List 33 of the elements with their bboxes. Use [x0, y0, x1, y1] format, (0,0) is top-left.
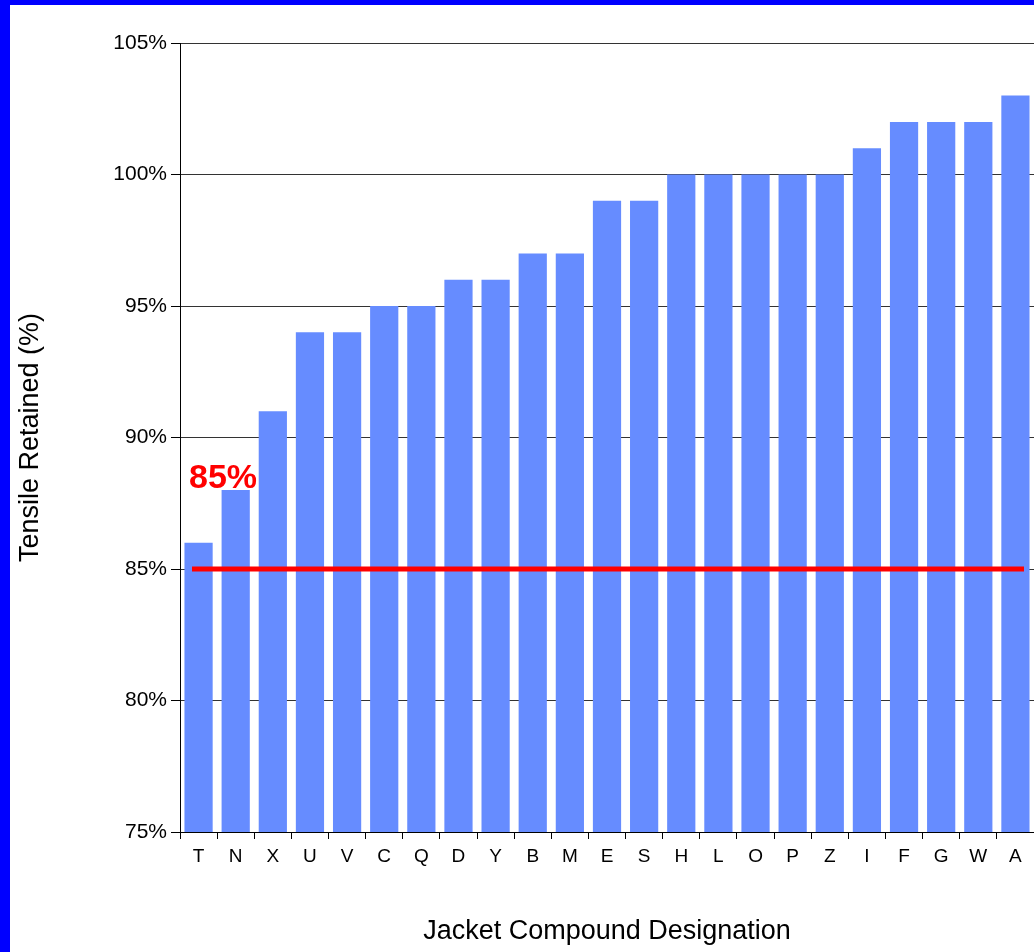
y-tick-label: 95%	[124, 292, 167, 316]
x-tick-label: C	[377, 844, 392, 866]
x-tick-label: H	[674, 844, 689, 866]
x-tick-label: E	[600, 844, 614, 866]
x-tick-label: A	[1009, 844, 1023, 866]
y-tick-label: 100%	[113, 161, 167, 185]
x-tick-label: P	[786, 844, 799, 866]
y-tick-label: 90%	[124, 424, 167, 448]
x-tick-label: Y	[489, 844, 503, 866]
x-tick-label: U	[303, 844, 317, 866]
x-tick-label: F	[898, 844, 910, 866]
x-tick-label: L	[713, 844, 724, 866]
x-tick-label: S	[637, 844, 651, 866]
x-tick-label: X	[266, 844, 280, 866]
x-tick-label: O	[748, 844, 763, 866]
y-tick-label: 75%	[124, 818, 167, 842]
x-tick-label: D	[451, 844, 466, 866]
x-tick-label: T	[192, 844, 205, 866]
ref-line-label: 85%	[189, 457, 258, 495]
x-axis-title: Jacket Compound Designation	[423, 915, 791, 946]
y-tick-label: 105%	[113, 29, 167, 53]
y-tick-label: 80%	[124, 687, 167, 711]
x-tick-label: I	[864, 844, 870, 866]
x-tick-label: M	[561, 844, 578, 866]
x-tick-label: Z	[823, 844, 836, 866]
x-tick-label: B	[526, 844, 540, 866]
x-tick-label: G	[933, 844, 949, 866]
x-tick-label: N	[228, 844, 243, 866]
x-tick-label: W	[969, 844, 988, 866]
x-tick-label: Q	[413, 844, 429, 866]
y-tick-label: 85%	[124, 555, 167, 579]
x-tick-label: V	[340, 844, 354, 866]
y-axis-title: Tensile Retained (%)	[13, 312, 44, 563]
